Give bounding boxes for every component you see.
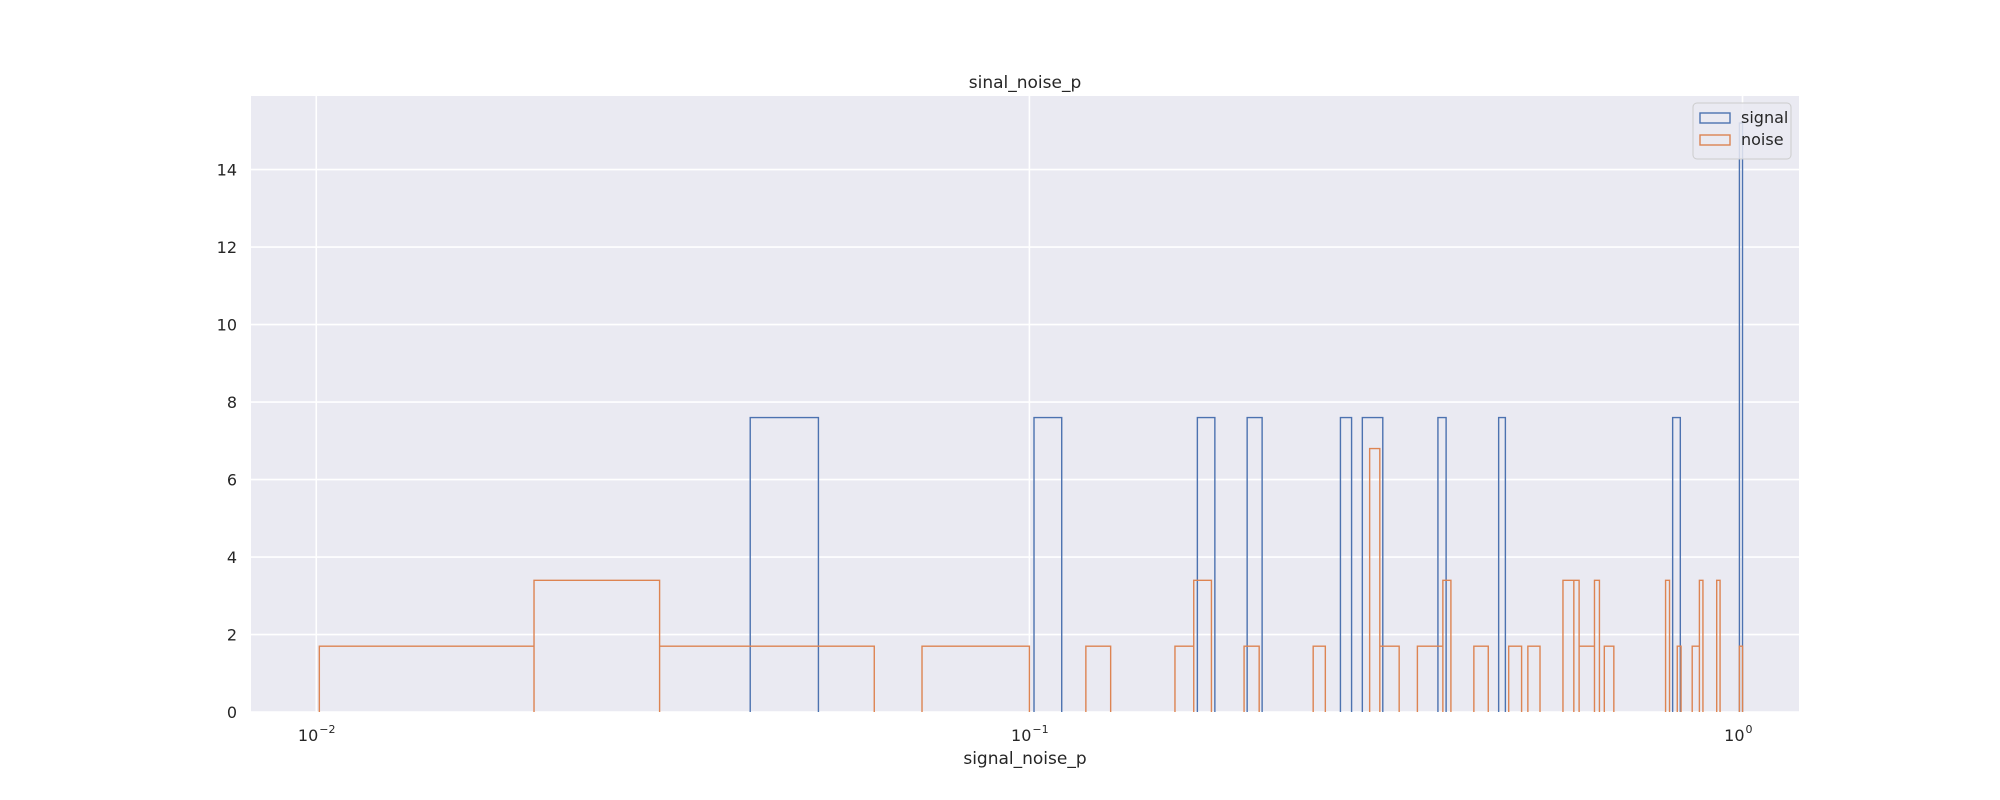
- x-tick-label: 10: [298, 726, 318, 745]
- y-tick-label: 4: [227, 548, 237, 567]
- x-tick-label: 10: [1724, 726, 1744, 745]
- x-tick-label: 10: [1011, 726, 1031, 745]
- series: [318, 122, 1744, 712]
- y-tick-label: 14: [217, 161, 237, 180]
- chart-title: sinal_noise_p: [969, 73, 1082, 93]
- y-tick-label: 0: [227, 703, 237, 722]
- legend-swatch-signal: [1699, 112, 1731, 124]
- y-tick-label: 12: [217, 238, 237, 257]
- y-tick-label: 10: [217, 316, 237, 335]
- legend: signal noise: [1692, 102, 1792, 160]
- x-tick-exponent: −2: [319, 723, 335, 736]
- plot-background: [251, 96, 1799, 712]
- y-tick-label: 8: [227, 393, 237, 412]
- series-noise-step: [318, 447, 1744, 712]
- x-axis-title: signal_noise_p: [963, 749, 1086, 769]
- plot-area: [251, 96, 1799, 712]
- x-tick-exponent: −1: [1032, 723, 1048, 736]
- y-tick-label: 6: [227, 471, 237, 490]
- legend-label-noise: noise: [1741, 130, 1784, 149]
- x-tick-exponent: 0: [1746, 723, 1753, 736]
- legend-label-signal: signal: [1741, 108, 1788, 127]
- series-signal-step: [749, 122, 1744, 712]
- legend-swatch-noise: [1699, 134, 1731, 146]
- y-tick-label: 2: [227, 626, 237, 645]
